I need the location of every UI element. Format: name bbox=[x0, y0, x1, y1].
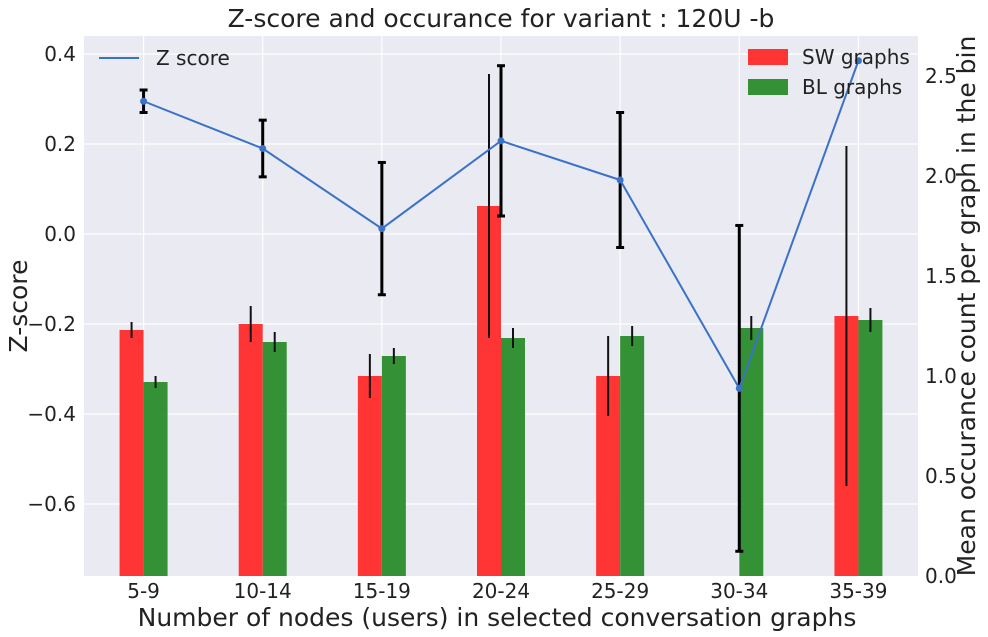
z-score-point bbox=[259, 145, 267, 152]
right-axis-ticks: 2.5 2.0 1.5 1.0 0.5 0.0 bbox=[925, 64, 957, 588]
legend-bl-swatch bbox=[748, 79, 788, 95]
x-tick-label: 15-19 bbox=[353, 579, 411, 603]
y-tick-label-right: 0.5 bbox=[925, 464, 957, 488]
bar-bl bbox=[381, 356, 406, 576]
y-axis-label-right: Mean occurance count per graph in the bi… bbox=[952, 36, 981, 577]
bar-bl bbox=[143, 382, 168, 576]
bar-bl bbox=[858, 320, 883, 576]
bar-bl bbox=[739, 328, 764, 576]
y-tick-label-left: 0.2 bbox=[44, 132, 76, 156]
left-axis-ticks: 0.4 0.2 0.0 −0.2 −0.4 −0.6 bbox=[27, 42, 76, 516]
y-tick-label-left: 0.0 bbox=[44, 222, 76, 246]
x-tick-label: 20-24 bbox=[472, 579, 530, 603]
bar-sw bbox=[119, 330, 144, 576]
y-tick-label-right: 1.5 bbox=[925, 264, 957, 288]
y-tick-label-right: 2.5 bbox=[925, 64, 957, 88]
legend-z-score-label: Z score bbox=[156, 46, 230, 70]
z-score-point bbox=[497, 137, 505, 145]
x-axis-ticks: 5-9 10-14 15-19 20-24 25-29 30-34 35-39 bbox=[127, 579, 887, 603]
z-score-point bbox=[735, 384, 743, 392]
bar-error-bars bbox=[130, 74, 872, 486]
y-tick-label-left: −0.4 bbox=[27, 402, 76, 426]
z-score-point bbox=[854, 57, 862, 65]
y-tick-label-left: −0.2 bbox=[27, 312, 76, 336]
bar-bl bbox=[262, 342, 287, 576]
y-tick-label-right: 2.0 bbox=[925, 164, 957, 188]
legend-z-score: Z score bbox=[99, 46, 230, 70]
y-axis-label-left: Z-score bbox=[4, 260, 33, 353]
y-tick-label-left: 0.4 bbox=[44, 42, 76, 66]
legend-bl-label: BL graphs bbox=[802, 75, 902, 99]
chart-title: Z-score and occurance for variant : 120U… bbox=[228, 4, 775, 33]
x-tick-label: 35-39 bbox=[829, 579, 887, 603]
bar-bl bbox=[620, 336, 645, 576]
z-score-point bbox=[140, 97, 148, 105]
y-tick-label-right: 0.0 bbox=[925, 564, 957, 588]
x-tick-label: 5-9 bbox=[127, 579, 160, 603]
legend-bars: SW graphs BL graphs bbox=[748, 45, 910, 99]
x-tick-label: 10-14 bbox=[234, 579, 292, 603]
x-tick-label: 30-34 bbox=[710, 579, 768, 603]
bars bbox=[119, 206, 883, 576]
y-tick-label-left: −0.6 bbox=[27, 492, 76, 516]
legend-sw-swatch bbox=[748, 49, 788, 65]
z-score-point bbox=[378, 225, 386, 233]
bar-sw bbox=[357, 376, 382, 576]
legend-sw-label: SW graphs bbox=[802, 45, 910, 69]
z-score-line bbox=[140, 57, 862, 392]
x-tick-label: 25-29 bbox=[591, 579, 649, 603]
y-tick-label-right: 1.0 bbox=[925, 364, 957, 388]
bar-bl bbox=[501, 338, 525, 576]
bar-sw bbox=[238, 324, 263, 576]
x-axis-label: Number of nodes (users) in selected conv… bbox=[138, 603, 857, 632]
z-score-point bbox=[616, 176, 624, 184]
